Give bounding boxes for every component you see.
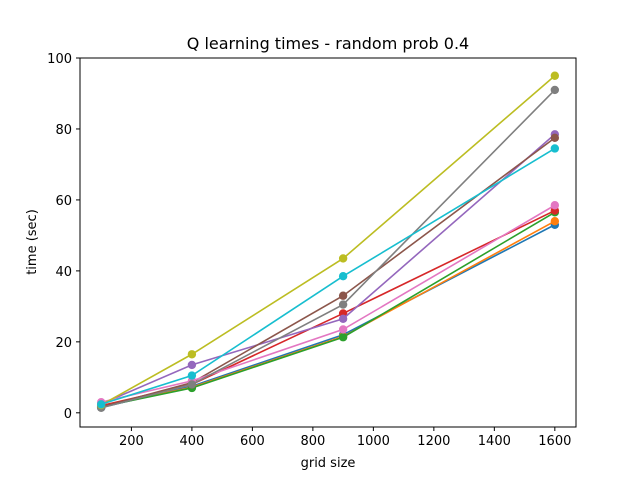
data-point — [338, 300, 348, 309]
data-point — [338, 333, 348, 342]
y-axis-label: time (sec) — [25, 209, 40, 275]
x-tick-label: 1200 — [417, 434, 450, 449]
data-point — [550, 85, 560, 95]
series-6 — [96, 133, 560, 412]
data-point — [550, 217, 560, 226]
data-point — [187, 360, 197, 370]
x-tick-label: 200 — [119, 434, 144, 449]
x-tick-label: 1000 — [357, 434, 390, 449]
data-point — [338, 325, 348, 334]
y-tick-label: 80 — [55, 123, 72, 138]
y-axis-ticks: 0 20 40 60 80 100 — [47, 52, 80, 422]
series-2 — [96, 217, 560, 411]
data-point — [96, 400, 106, 409]
data-point — [550, 201, 560, 210]
series-5 — [96, 130, 560, 409]
x-axis-label: grid size — [301, 456, 356, 471]
data-point — [338, 272, 348, 281]
series-line — [100, 137, 556, 408]
y-tick-label: 60 — [55, 194, 72, 209]
y-tick-label: 100 — [47, 52, 72, 67]
series-4 — [96, 206, 560, 410]
y-tick-label: 20 — [55, 336, 72, 351]
data-point — [338, 291, 348, 300]
data-point — [187, 371, 197, 380]
data-point — [550, 144, 560, 153]
y-tick-label: 0 — [64, 407, 72, 422]
series-line — [100, 204, 556, 403]
series-9 — [96, 71, 560, 410]
x-tick-label: 1600 — [538, 434, 571, 449]
series-line — [100, 209, 556, 407]
series-line — [101, 211, 556, 408]
x-tick-label: 800 — [300, 434, 325, 449]
data-point — [187, 380, 197, 389]
series-10 — [96, 144, 560, 409]
data-point — [338, 254, 348, 263]
series-8 — [96, 85, 560, 413]
series-line — [101, 220, 556, 408]
x-tick-label: 1400 — [478, 434, 511, 449]
series-3 — [96, 208, 560, 411]
plot-frame — [79, 57, 577, 428]
chart-title: Q learning times - random prob 0.4 — [187, 34, 469, 53]
x-tick-label: 400 — [179, 434, 204, 449]
data-point — [550, 133, 560, 143]
series-line — [100, 89, 556, 409]
data-point — [187, 350, 197, 359]
data-point — [338, 314, 348, 323]
x-axis-ticks: 200 400 600 800 1000 1200 1400 1600 — [119, 427, 571, 449]
y-tick-label: 40 — [55, 265, 72, 280]
series-line — [100, 147, 556, 406]
plot-series — [96, 71, 560, 413]
x-tick-label: 600 — [240, 434, 265, 449]
series-line — [100, 75, 556, 406]
series-line — [100, 133, 556, 405]
data-point — [550, 71, 560, 80]
